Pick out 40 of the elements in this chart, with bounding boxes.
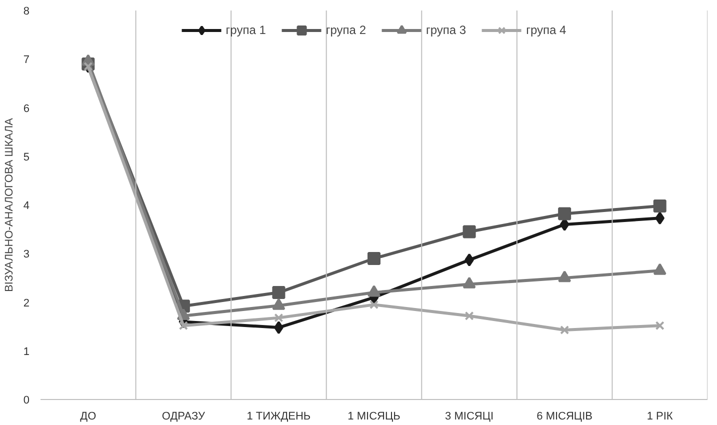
y-tick-label: 5 bbox=[23, 151, 30, 164]
point bbox=[462, 276, 476, 288]
point bbox=[464, 311, 474, 320]
x-tick-label: 1 ТИЖДЕНЬ bbox=[246, 410, 311, 422]
x-tick-label: 6 МІСЯЦІВ bbox=[536, 410, 592, 422]
point bbox=[558, 270, 572, 282]
x-tick-label: 1 РІК bbox=[646, 410, 674, 422]
y-tick-label: 1 bbox=[23, 346, 30, 358]
point bbox=[653, 263, 666, 275]
x-tick-label: ДО bbox=[80, 410, 97, 422]
legend-label: група 1 bbox=[226, 23, 266, 37]
x-tick-label: ОДРАЗУ bbox=[162, 410, 206, 422]
point bbox=[462, 225, 476, 238]
legend-label: група 4 bbox=[526, 23, 566, 37]
legend-label: група 3 bbox=[426, 23, 466, 37]
point bbox=[653, 199, 666, 212]
y-tick-label: 6 bbox=[23, 102, 30, 115]
y-tick-label: 3 bbox=[23, 248, 30, 261]
point bbox=[368, 285, 380, 297]
point bbox=[655, 212, 665, 225]
point bbox=[560, 325, 570, 334]
y-tick-label: 8 bbox=[23, 6, 30, 18]
point bbox=[369, 300, 379, 310]
y-tick-label: 2 bbox=[23, 297, 30, 310]
point bbox=[464, 253, 474, 266]
x-tick-label: 1 МІСЯЦЬ bbox=[348, 410, 400, 422]
y-tick-label: 7 bbox=[23, 54, 30, 66]
point bbox=[272, 298, 286, 310]
point bbox=[655, 321, 664, 330]
x-tick-label: 3 МІСЯЦІ bbox=[445, 410, 494, 422]
point bbox=[178, 321, 188, 330]
y-tick-label: 0 bbox=[23, 394, 30, 406]
legend-label: група 2 bbox=[326, 23, 366, 37]
y-tick-label: 4 bbox=[23, 200, 30, 212]
point bbox=[368, 252, 380, 265]
point bbox=[274, 321, 284, 334]
y-axis-title: ВІЗУАЛЬНО-АНАЛОГОВА ШКАЛА bbox=[3, 117, 16, 292]
point bbox=[272, 286, 286, 300]
point bbox=[558, 207, 572, 220]
point bbox=[274, 313, 284, 322]
